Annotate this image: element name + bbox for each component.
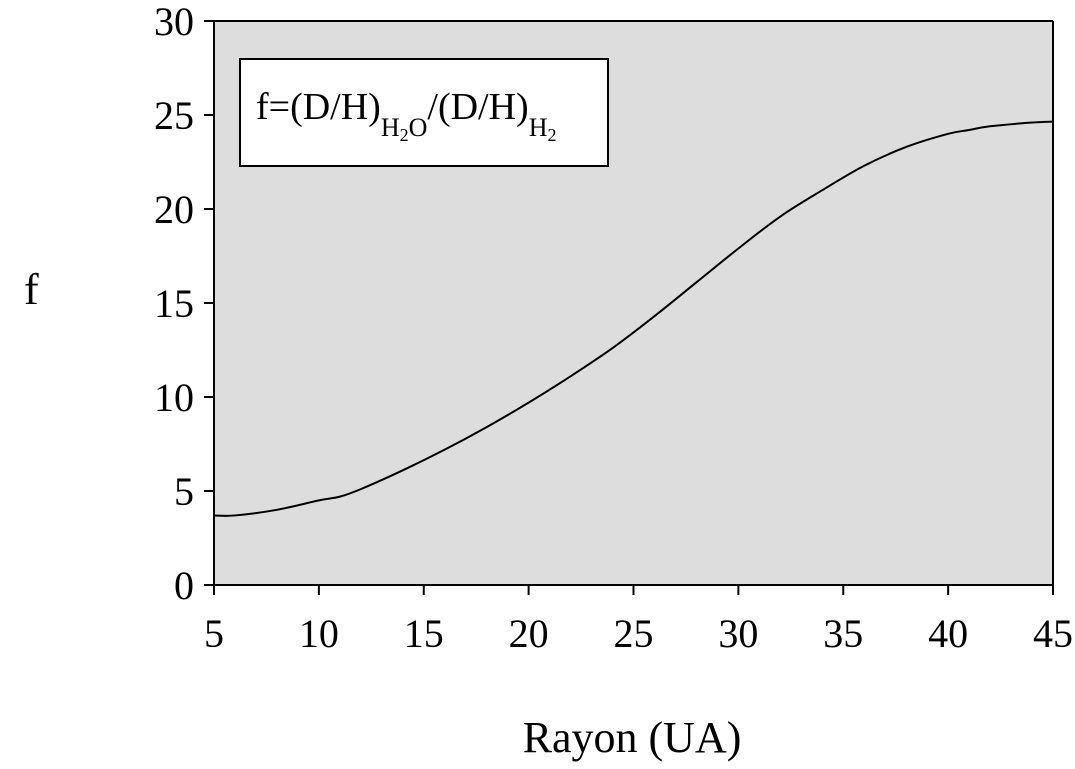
y-tick-label: 0 bbox=[174, 563, 194, 608]
x-axis-title: Rayon (UA) bbox=[523, 713, 742, 762]
y-tick-label: 30 bbox=[154, 0, 194, 44]
legend-formula: f=(D/H)H2O/(D/H)H2 bbox=[256, 86, 557, 145]
x-axis: 5 10 15 20 25 30 35 40 45 bbox=[204, 585, 1073, 656]
legend-box: f=(D/H)H2O/(D/H)H2 bbox=[239, 58, 609, 167]
y-tick-label: 15 bbox=[154, 281, 194, 326]
y-tick-label: 20 bbox=[154, 187, 194, 232]
x-tick-label: 35 bbox=[823, 611, 863, 656]
y-tick-label: 5 bbox=[174, 469, 194, 514]
x-tick-label: 30 bbox=[718, 611, 758, 656]
legend-middle: /(D/H) bbox=[427, 86, 528, 128]
y-tick-label: 10 bbox=[154, 375, 194, 420]
x-tick-label: 25 bbox=[614, 611, 654, 656]
x-tick-label: 15 bbox=[404, 611, 444, 656]
x-tick-label: 10 bbox=[299, 611, 339, 656]
y-axis-title: f bbox=[24, 265, 39, 314]
legend-sub2-index: 2 bbox=[548, 125, 557, 145]
legend-sub2: H bbox=[529, 113, 548, 142]
legend-sub1-tail: O bbox=[409, 113, 428, 142]
x-tick-label: 45 bbox=[1033, 611, 1073, 656]
legend-sub1: H bbox=[381, 113, 400, 142]
y-tick-label: 25 bbox=[154, 93, 194, 138]
legend-frame bbox=[239, 58, 609, 167]
x-tick-label: 20 bbox=[509, 611, 549, 656]
legend-prefix: f=(D/H) bbox=[256, 86, 381, 128]
x-tick-label: 40 bbox=[928, 611, 968, 656]
x-tick-label: 5 bbox=[204, 611, 224, 656]
series-line bbox=[213, 120, 1054, 517]
legend-sub1-index: 2 bbox=[400, 125, 409, 145]
y-axis: 0 5 10 15 20 25 30 bbox=[154, 0, 214, 608]
